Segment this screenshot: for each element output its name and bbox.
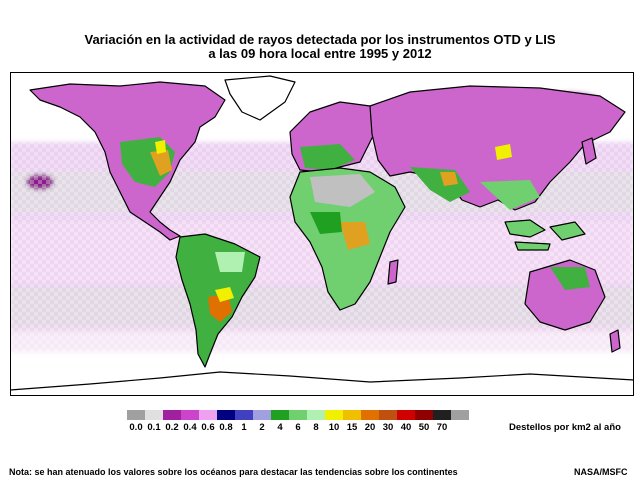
color-swatch xyxy=(235,410,253,420)
map-frame xyxy=(10,72,634,396)
color-swatch xyxy=(199,410,217,420)
color-swatch xyxy=(289,410,307,420)
color-scale-tick-label: 0.0 xyxy=(129,422,143,433)
map-title-line-2: a las 09 hora local entre 1995 y 2012 xyxy=(208,46,432,61)
color-scale-tick-label: 30 xyxy=(382,422,394,433)
color-scale-tick-label: 70 xyxy=(436,422,448,433)
color-swatch xyxy=(415,410,433,420)
color-scale-tick-label: 4 xyxy=(277,422,283,433)
color-swatch xyxy=(181,410,199,420)
color-swatch xyxy=(271,410,289,420)
color-scale-tick-label: 6 xyxy=(295,422,301,433)
antarctica xyxy=(10,371,634,396)
color-swatch xyxy=(163,410,181,420)
color-scale-tick-label: 15 xyxy=(346,422,358,433)
color-swatch xyxy=(325,410,343,420)
lightning-world-map xyxy=(10,72,634,396)
color-swatch xyxy=(361,410,379,420)
color-swatch xyxy=(253,410,271,420)
color-scale-tick-label: 50 xyxy=(418,422,430,433)
color-scale-tick-label: 40 xyxy=(400,422,412,433)
color-swatch xyxy=(397,410,415,420)
japan xyxy=(581,137,597,165)
color-swatch xyxy=(433,410,451,420)
color-scale-tick-label: 0.8 xyxy=(219,422,233,433)
color-swatch xyxy=(379,410,397,420)
color-swatch xyxy=(127,410,145,420)
color-swatch xyxy=(343,410,361,420)
color-scale-tick-label: 2 xyxy=(259,422,265,433)
color-scale-tick-label: 0.4 xyxy=(183,422,197,433)
new-zealand xyxy=(609,329,621,353)
credit-label: NASA/MSFC xyxy=(574,467,628,477)
color-swatch xyxy=(217,410,235,420)
color-scale-tick-label: 0.1 xyxy=(147,422,161,433)
color-scale-bar xyxy=(127,410,469,420)
color-swatch xyxy=(145,410,163,420)
color-scale-tick-label: 1 xyxy=(241,422,247,433)
color-scale-tick-label: 0.6 xyxy=(201,422,215,433)
continents-layer xyxy=(10,75,634,396)
madagascar xyxy=(387,259,399,285)
color-swatch xyxy=(307,410,325,420)
maritime-continent xyxy=(504,219,586,251)
greenland xyxy=(224,75,296,121)
color-scale-tick-label: 8 xyxy=(313,422,319,433)
color-scale-tick-label: 10 xyxy=(328,422,340,433)
map-title-line-1: Variación en la actividad de rayos detec… xyxy=(84,32,556,47)
color-swatch xyxy=(451,410,469,420)
color-scale-tick-label: 0.2 xyxy=(165,422,179,433)
footnote: Nota: se han atenuado los valores sobre … xyxy=(9,467,458,477)
color-scale-ticks: 0.0 0.1 0.2 0.4 0.6 0.8 1 2 4 6 8 10 15 20 30 40 50 70 xyxy=(0,422,640,436)
color-scale-tick-label: 20 xyxy=(364,422,376,433)
color-scale-unit: Destellos por km2 al año xyxy=(509,422,621,433)
